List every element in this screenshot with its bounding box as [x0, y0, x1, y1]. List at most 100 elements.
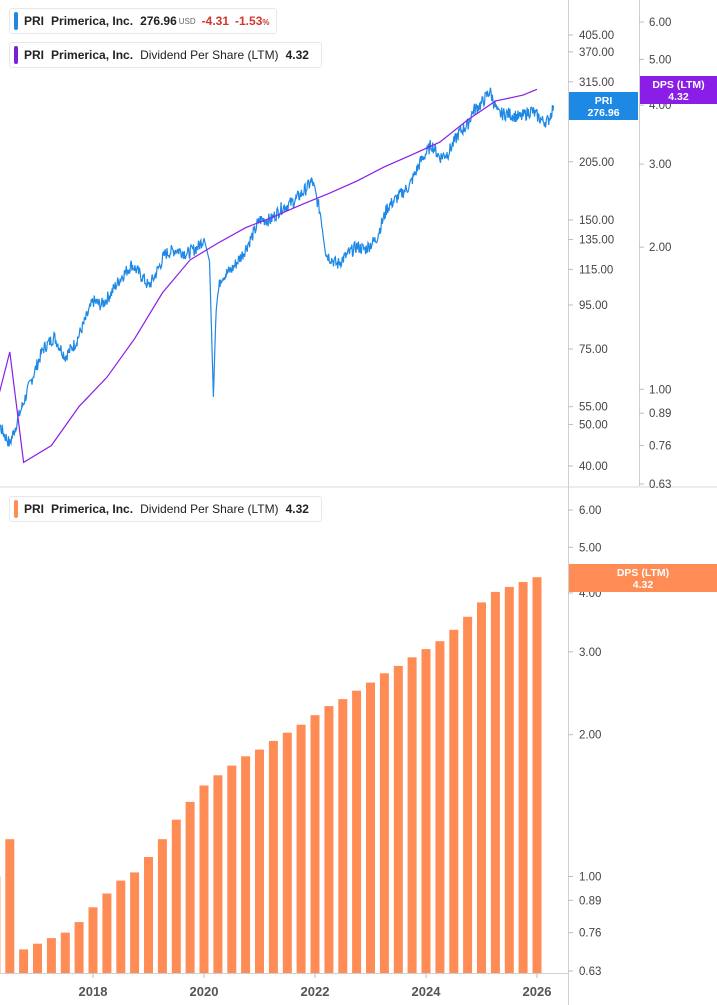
dps-bottom-tag-label: DPS (LTM) — [616, 567, 670, 579]
dps-top-tick-label: 2.00 — [649, 242, 671, 254]
dps-bar — [449, 629, 459, 973]
dps-bar — [74, 922, 84, 973]
price-tick-label: 205.00 — [579, 157, 614, 169]
dps-bar — [60, 932, 70, 973]
dps-top-axis-tag: DPS (LTM) 4.32 — [640, 76, 717, 104]
dps-top-tick-label: 6.00 — [649, 17, 671, 29]
legend-price-value: 276.96 — [140, 14, 177, 28]
dps-bar — [379, 673, 389, 973]
dps-bar — [171, 819, 181, 973]
dps-bottom-tick-label: 0.89 — [579, 895, 601, 907]
legend-dps-top-swatch — [14, 46, 18, 64]
dps-bar — [352, 690, 362, 973]
legend-dps-bottom-ticker: PRI — [24, 502, 45, 516]
dps-bottom-tick-label: 1.00 — [579, 871, 601, 883]
price-axis-tag: PRI 276.96 — [569, 92, 638, 120]
x-tick-label: 2020 — [190, 984, 219, 999]
price-tick-label: 115.00 — [579, 264, 613, 276]
dps-bar — [338, 699, 348, 973]
dps-bar — [157, 839, 167, 973]
dps-top-tick-label: 3.00 — [649, 159, 671, 171]
dps-bottom-tick-label: 0.63 — [579, 966, 601, 978]
dps-top-tick-label: 0.63 — [649, 479, 671, 491]
dps-bar — [19, 949, 29, 973]
price-tick-label: 405.00 — [579, 30, 614, 42]
x-tick-label: 2022 — [301, 984, 330, 999]
dps-bottom-tick-label: 2.00 — [579, 730, 601, 742]
dps-top-tag-label: DPS (LTM) — [652, 79, 705, 91]
dps-bar — [463, 616, 473, 973]
dps-bar — [102, 893, 112, 973]
dps-top-tag-value: 4.32 — [668, 91, 689, 103]
price-tick-label: 315.00 — [579, 77, 614, 89]
legend-dps-top-metric: Dividend Per Share (LTM) — [140, 48, 279, 62]
legend-price-change: -4.31 — [201, 14, 230, 28]
dps-top-tick-label: 5.00 — [649, 54, 671, 66]
legend-dps-top-ticker: PRI — [24, 48, 45, 62]
legend-dps-top-value: 4.32 — [285, 48, 309, 62]
legend-dps-bottom-value: 4.32 — [285, 502, 309, 516]
price-tag-value: 276.96 — [587, 107, 620, 119]
dps-bar — [268, 740, 278, 973]
dps-bar — [310, 715, 320, 973]
legend-price[interactable]: PRI Primerica, Inc. 276.96 USD -4.31 -1.… — [9, 8, 277, 34]
dps-top-tick-label: 0.89 — [649, 408, 671, 420]
dps-bar — [421, 649, 431, 973]
legend-price-name: Primerica, Inc. — [51, 14, 134, 28]
legend-dps-bottom[interactable]: PRI Primerica, Inc. Dividend Per Share (… — [9, 496, 322, 522]
dps-bottom-tick-label: 5.00 — [579, 542, 601, 554]
price-tick-label: 370.00 — [579, 47, 614, 59]
legend-dps-bottom-metric: Dividend Per Share (LTM) — [140, 502, 279, 516]
dps-bar — [241, 756, 251, 973]
price-tick-label: 50.00 — [579, 419, 608, 431]
x-tick-label: 2026 — [523, 984, 552, 999]
dps-bar — [435, 641, 445, 973]
dps-bar — [532, 577, 542, 973]
dps-bar — [255, 749, 264, 973]
dps-bar — [5, 839, 15, 973]
dps-bottom-tag-value: 4.32 — [632, 579, 654, 591]
dps-bar — [282, 732, 292, 973]
price-tick-label: 75.00 — [579, 344, 608, 356]
tick-labels: 40.00 50.00 55.00 75.00 95.00 115.00 135.00 150… — [79, 17, 672, 999]
price-tick-label: 55.00 — [579, 402, 608, 414]
dps-series-line — [0, 88, 538, 464]
dps-bar — [213, 775, 223, 973]
dps-bar — [504, 586, 514, 973]
legend-dps-bottom-name: Primerica, Inc. — [51, 502, 134, 516]
dps-bar — [393, 665, 403, 973]
legend-price-unit: USD — [178, 16, 196, 26]
x-tick-label: 2018 — [79, 984, 108, 999]
dps-bar — [199, 785, 209, 973]
dps-bar — [296, 724, 306, 973]
dps-top-tick-label: 1.00 — [649, 384, 671, 396]
legend-price-swatch — [14, 12, 18, 30]
price-tick-label: 40.00 — [579, 461, 608, 473]
dps-bar — [407, 657, 417, 973]
price-series-line — [0, 87, 555, 447]
dps-bottom-axis-tag: DPS (LTM) 4.32 — [569, 564, 717, 592]
dps-bar — [88, 907, 98, 973]
legend-dps-top[interactable]: PRI Primerica, Inc. Dividend Per Share (… — [9, 42, 322, 68]
dps-bottom-tick-label: 0.76 — [579, 928, 601, 940]
dps-bottom-tick-label: 6.00 — [579, 505, 601, 517]
dps-bar — [324, 706, 334, 973]
price-tag-ticker: PRI — [594, 95, 613, 107]
dps-bar — [116, 880, 126, 973]
price-tick-label: 95.00 — [579, 300, 608, 312]
dps-top-tick-label: 0.76 — [649, 441, 671, 453]
legend-dps-bottom-swatch — [14, 500, 18, 518]
legend-dps-top-name: Primerica, Inc. — [51, 48, 134, 62]
dps-bar — [144, 857, 153, 973]
dps-bottom-tick-label: 3.00 — [579, 647, 601, 659]
dps-bar — [366, 682, 375, 973]
legend-price-pct: -1.53% — [235, 14, 270, 28]
dps-bar — [518, 582, 528, 973]
price-tick-label: 150.00 — [579, 215, 614, 227]
dps-bar — [227, 765, 237, 973]
dps-bar — [185, 801, 195, 973]
series-lines — [0, 87, 555, 464]
price-tick-label: 135.00 — [579, 235, 614, 247]
dps-bar — [33, 943, 42, 973]
